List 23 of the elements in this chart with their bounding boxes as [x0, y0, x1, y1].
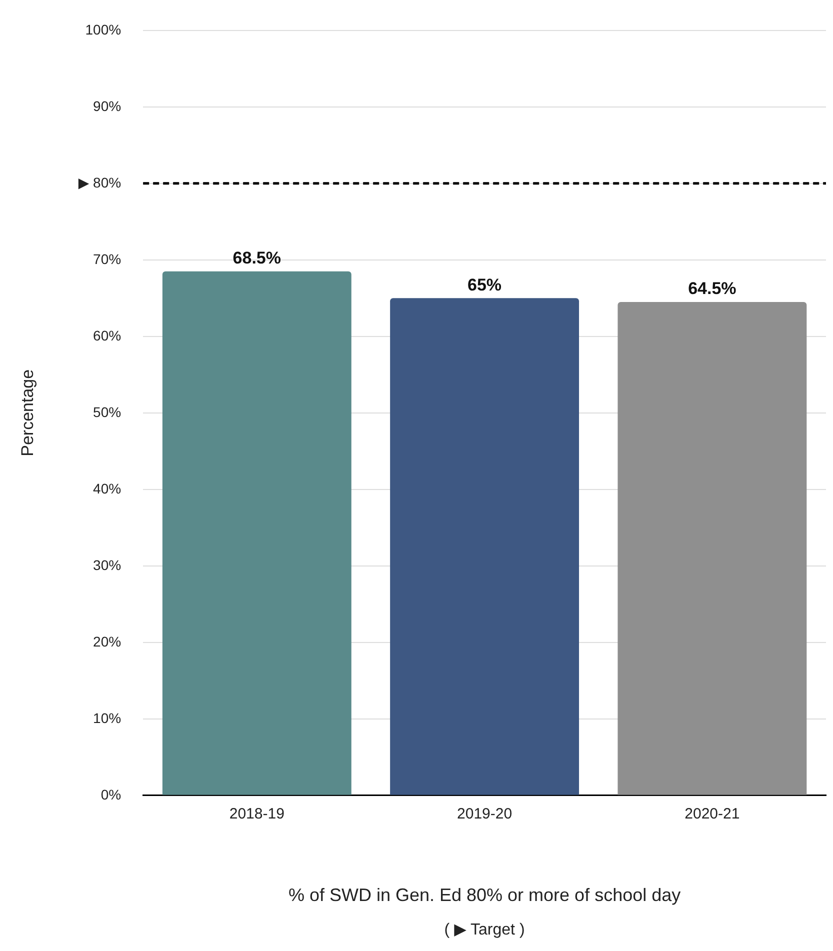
y-tick-label: 30% — [93, 556, 122, 573]
y-tick-label: 70% — [93, 250, 122, 267]
bar — [162, 271, 352, 795]
data-label: 65% — [468, 275, 502, 294]
bar — [390, 298, 580, 795]
y-tick-label: 10% — [93, 710, 122, 726]
y-tick-label: ▶ 80% — [78, 174, 122, 190]
text: ( ▶ Target ) — [444, 921, 525, 938]
y-tick-label: 100% — [85, 21, 122, 38]
x-tick-label: 2018-19 — [229, 806, 284, 823]
y-tick-label: 0% — [100, 786, 122, 802]
bar — [618, 302, 807, 795]
y-tick-label: 60% — [93, 327, 122, 344]
y-tick-label: 40% — [93, 480, 122, 496]
x-tick-label: 2019-20 — [457, 806, 512, 823]
y-tick-label: 90% — [93, 98, 122, 114]
y-tick-label: 50% — [93, 404, 122, 420]
data-label: 68.5% — [232, 248, 281, 268]
x-axis-title: % of SWD in Gen. Ed 80% or more of school day — [288, 885, 681, 906]
y-axis-title: Percentage — [18, 369, 37, 456]
y-tick-label: 20% — [93, 633, 122, 650]
data-label: 64.5% — [688, 279, 736, 298]
x-tick-label: 2020-21 — [684, 806, 740, 823]
